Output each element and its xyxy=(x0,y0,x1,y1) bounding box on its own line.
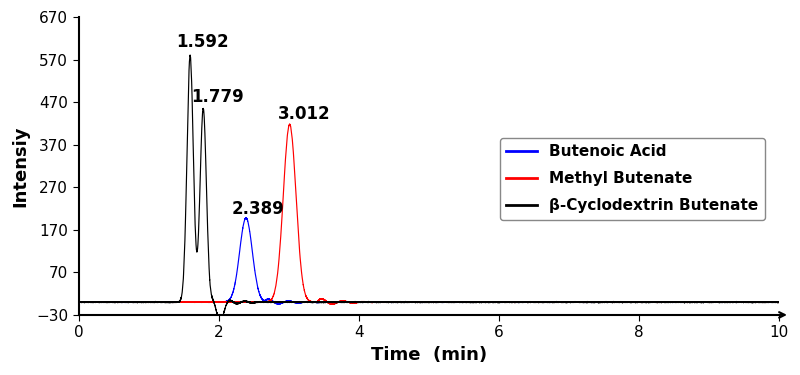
Text: 2.389: 2.389 xyxy=(231,200,284,217)
Y-axis label: Intensiy: Intensiy xyxy=(11,125,29,207)
Legend: Butenoic Acid, Methyl Butenate, β-Cyclodextrin Butenate: Butenoic Acid, Methyl Butenate, β-Cyclod… xyxy=(500,138,765,220)
Text: 1.779: 1.779 xyxy=(190,88,243,106)
Text: 1.592: 1.592 xyxy=(176,33,229,51)
Text: 3.012: 3.012 xyxy=(278,105,330,123)
X-axis label: Time  (min): Time (min) xyxy=(371,346,487,364)
